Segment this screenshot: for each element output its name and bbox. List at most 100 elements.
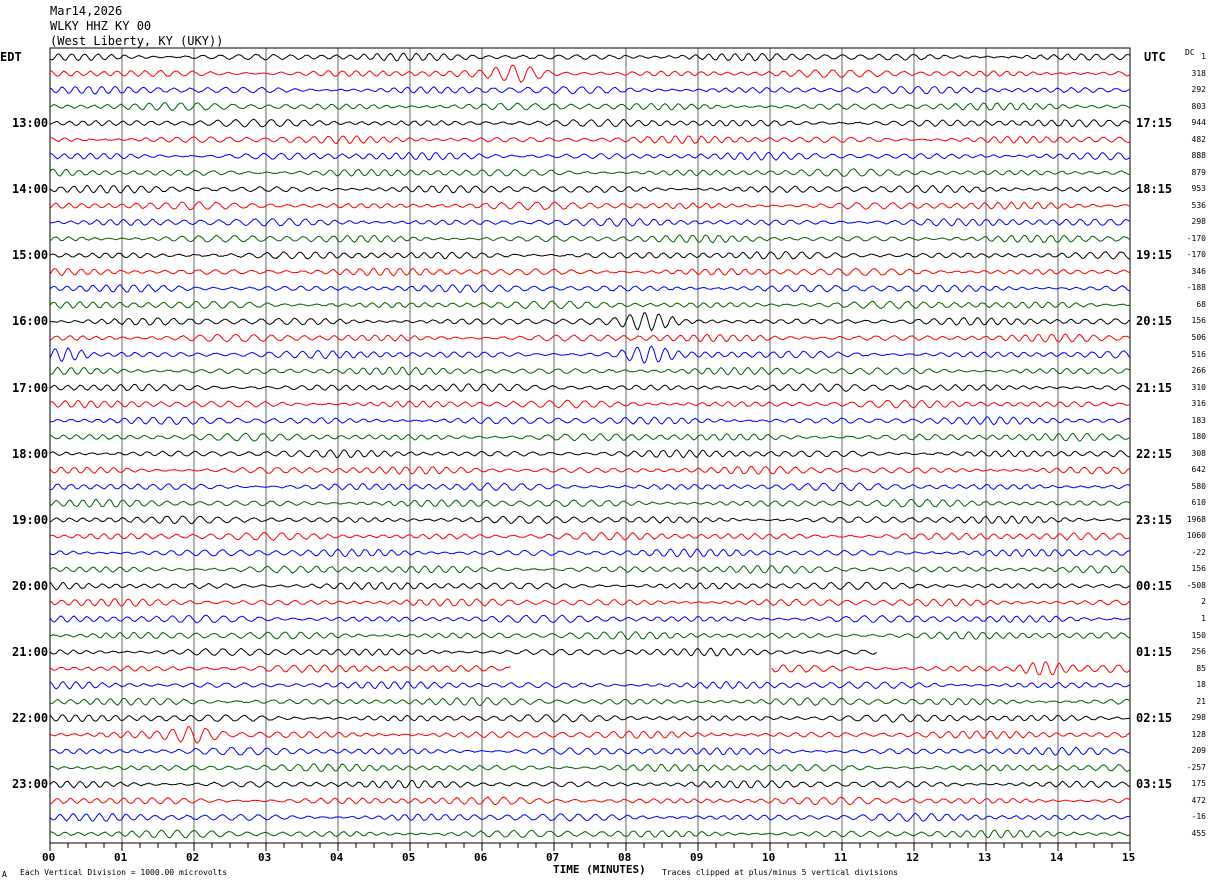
dc-offset-value: 21 bbox=[1196, 696, 1206, 706]
x-tick-label: 04 bbox=[330, 851, 344, 864]
trace-row bbox=[49, 234, 1131, 244]
edt-hour-label: 18:00 bbox=[12, 446, 49, 461]
trace-row bbox=[49, 565, 1131, 574]
dc-offset-value: 298 bbox=[1191, 713, 1206, 723]
edt-hour-label: 15:00 bbox=[12, 248, 49, 263]
utc-hour-label: 21:15 bbox=[1136, 380, 1173, 395]
dc-offset-value: 516 bbox=[1191, 349, 1206, 359]
utc-hour-label: 17:15 bbox=[1136, 116, 1173, 131]
dc-offset-value: 803 bbox=[1191, 101, 1206, 111]
dc-offset-value: 482 bbox=[1191, 134, 1206, 144]
x-tick-label: 02 bbox=[186, 851, 200, 864]
edt-hour-label: 16:00 bbox=[12, 314, 49, 329]
dc-offset-value: -16 bbox=[1191, 812, 1206, 822]
trace-row bbox=[49, 102, 1131, 111]
trace-row bbox=[49, 681, 1131, 690]
dc-offset-value: 209 bbox=[1191, 746, 1206, 756]
x-tick-label: 07 bbox=[546, 851, 560, 864]
dc-offset-value: 346 bbox=[1191, 266, 1206, 276]
trace-row bbox=[49, 763, 1131, 773]
location-label: (West Liberty, KY (UKY)) bbox=[50, 34, 224, 48]
trace-row bbox=[49, 184, 1131, 194]
station-label: WLKY HHZ KY 00 bbox=[50, 19, 152, 33]
dc-offset-value: 266 bbox=[1191, 366, 1206, 376]
dc-offset-value: 18 bbox=[1196, 680, 1206, 690]
x-axis-label: TIME (MINUTES) bbox=[553, 863, 646, 876]
x-tick-label: 10 bbox=[762, 851, 776, 864]
trace-row bbox=[49, 829, 1131, 839]
x-tick-label: 01 bbox=[114, 851, 128, 864]
dc-offset-value: 156 bbox=[1191, 316, 1206, 326]
trace-row bbox=[49, 515, 1131, 525]
dc-offset-value: -170 bbox=[1186, 233, 1206, 243]
dc-offset-value: 128 bbox=[1191, 729, 1206, 739]
dc-offset-value: 68 bbox=[1196, 299, 1206, 309]
dc-offset-value: 2 bbox=[1201, 597, 1206, 607]
corner-mark: A bbox=[2, 870, 7, 879]
clip-note: Traces clipped at plus/minus 5 vertical … bbox=[662, 868, 899, 877]
dc-offset-value: 183 bbox=[1191, 415, 1206, 425]
trace-row bbox=[49, 201, 1131, 211]
edt-hour-label: 13:00 bbox=[12, 116, 49, 131]
dc-offset-value: 642 bbox=[1191, 465, 1206, 475]
trace-row bbox=[49, 812, 1131, 822]
trace-row bbox=[49, 333, 1131, 343]
dc-offset-value: 308 bbox=[1191, 448, 1206, 458]
trace-row bbox=[49, 366, 1131, 376]
dc-offset-value: -170 bbox=[1186, 250, 1206, 260]
trace-row bbox=[49, 300, 1131, 310]
utc-hour-label: 00:15 bbox=[1136, 578, 1173, 593]
dc-offset-value: 1 bbox=[1201, 52, 1206, 61]
dc-offset-value: 316 bbox=[1191, 399, 1206, 409]
trace-row bbox=[49, 714, 1131, 723]
trace-row bbox=[49, 383, 1131, 393]
dc-offset-value: 298 bbox=[1191, 217, 1206, 227]
x-tick-label: 12 bbox=[906, 851, 920, 864]
date-label: Mar14,2026 bbox=[50, 4, 123, 18]
trace-row bbox=[50, 432, 1131, 442]
dc-offset-value: 506 bbox=[1191, 333, 1206, 342]
trace-row bbox=[49, 746, 1131, 756]
dc-offset-value: 310 bbox=[1191, 382, 1206, 392]
utc-hour-label: 01:15 bbox=[1136, 645, 1173, 660]
trace-row bbox=[49, 598, 1131, 607]
trace-row bbox=[49, 531, 1131, 542]
dc-offset-value: -257 bbox=[1186, 762, 1206, 772]
trace-row bbox=[49, 498, 1131, 508]
dc-offset-value: 944 bbox=[1191, 118, 1206, 128]
trace-row bbox=[49, 267, 1131, 277]
trace-row bbox=[49, 118, 1131, 128]
utc-label: UTC bbox=[1144, 50, 1166, 64]
edt-hour-label: 21:00 bbox=[12, 645, 49, 660]
edt-hour-label: 17:00 bbox=[12, 380, 49, 395]
utc-hour-label: 20:15 bbox=[1136, 314, 1173, 329]
dc-offset-value: -188 bbox=[1186, 283, 1206, 293]
dc-offset-value: 175 bbox=[1191, 779, 1206, 789]
trace-row bbox=[49, 416, 1131, 426]
dc-offset-value: 580 bbox=[1191, 481, 1206, 491]
edt-hour-label: 20:00 bbox=[12, 578, 49, 593]
trace-row bbox=[49, 779, 1131, 789]
trace-row bbox=[49, 312, 1131, 332]
dc-offset-value: 156 bbox=[1191, 564, 1206, 574]
dc-offset-value: 85 bbox=[1196, 663, 1206, 673]
x-tick-label: 05 bbox=[402, 851, 416, 864]
x-tick-label: 11 bbox=[834, 851, 848, 864]
trace-row bbox=[49, 449, 1130, 459]
trace-row bbox=[49, 85, 1131, 95]
x-tick-label: 03 bbox=[258, 851, 272, 864]
edt-hour-label: 14:00 bbox=[12, 182, 49, 197]
trace-row bbox=[50, 697, 1131, 706]
dc-offset-value: 318 bbox=[1191, 68, 1206, 78]
x-tick-label: 14 bbox=[1050, 851, 1064, 864]
dc-offset-value: 292 bbox=[1191, 85, 1206, 95]
x-tick-label: 13 bbox=[978, 851, 992, 864]
dc-offset-value: 1968 bbox=[1186, 514, 1206, 524]
trace-row bbox=[49, 581, 1131, 591]
trace-row bbox=[50, 64, 1131, 84]
dc-offset-value: 1 bbox=[1201, 614, 1206, 624]
dc-label: DC bbox=[1185, 48, 1195, 57]
utc-hour-label: 18:15 bbox=[1136, 182, 1173, 197]
dc-offset-value: 150 bbox=[1191, 630, 1206, 640]
trace-row bbox=[49, 548, 1131, 558]
